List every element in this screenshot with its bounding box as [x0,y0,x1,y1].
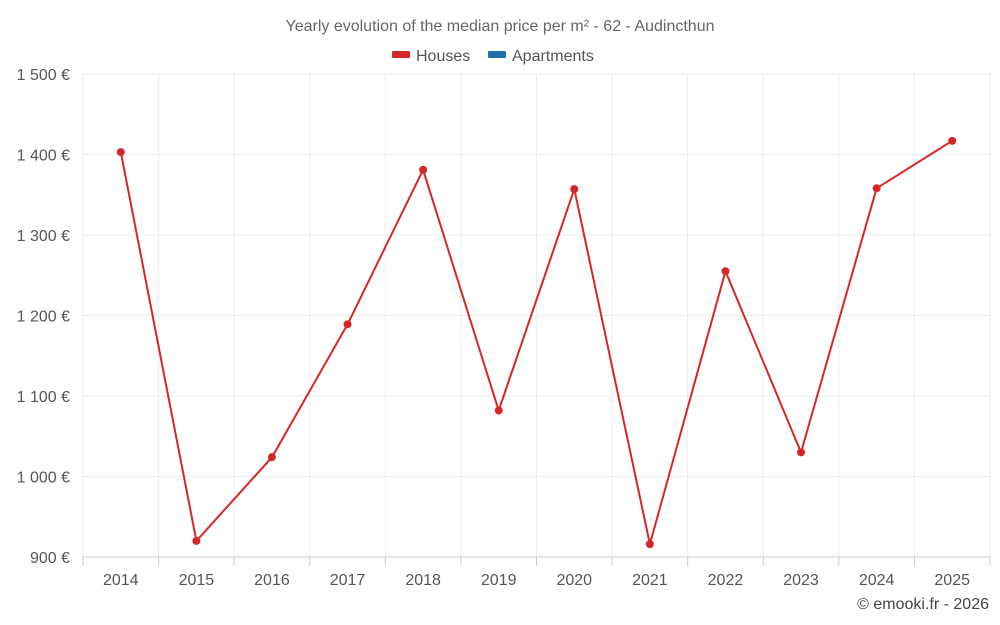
y-tick-label: 1 300 € [17,228,70,245]
data-point-houses-2016[interactable] [267,453,276,462]
x-tick-label: 2016 [254,572,290,589]
legend-item-apartments[interactable]: Apartments [488,48,594,65]
x-tick-label: 2019 [481,572,517,589]
series-line-houses [119,139,953,546]
x-tick-label: 2020 [556,572,592,589]
legend-item-houses[interactable]: Houses [392,48,470,65]
legend-swatch-houses [392,51,410,58]
x-tick-label: 2015 [179,572,215,589]
legend-label-houses: Houses [416,48,470,65]
data-point-houses-2022[interactable] [721,267,730,276]
data-point-houses-2020[interactable] [570,185,579,194]
x-tick-label: 2021 [632,572,668,589]
grid [82,73,991,557]
y-tick-label: 1 400 € [17,148,70,165]
x-tick-label: 2018 [405,572,441,589]
legend-label-apartments: Apartments [512,48,594,65]
legend-swatch-apartments [488,51,506,58]
x-tick-label: 2017 [330,572,366,589]
x-tick-label: 2023 [783,572,819,589]
data-point-houses-2015[interactable] [192,536,201,545]
data-point-houses-2018[interactable] [419,165,428,174]
y-tick-label: 900 € [30,550,70,567]
x-tick-label: 2014 [103,572,139,589]
axes: 900 € 1 000 € 1 100 € 1 200 € 1 300 € 1 400 €… [17,67,991,589]
x-tick-label: 2022 [708,572,744,589]
series-houses [116,136,957,549]
y-tick-label: 1 500 € [17,67,70,84]
chart-title: Yearly evolution of the median price per… [286,18,715,35]
x-tick-label: 2025 [934,572,970,589]
data-point-houses-2017[interactable] [343,320,352,329]
data-point-houses-2019[interactable] [494,406,503,415]
data-point-houses-2023[interactable] [797,448,806,457]
legend: Houses Apartments [392,48,594,65]
data-point-houses-2025[interactable] [948,136,957,145]
data-point-houses-2014[interactable] [116,148,125,157]
credit-text: © emooki.fr - 2026 [857,596,989,613]
x-tick-label: 2024 [859,572,895,589]
data-point-houses-2024[interactable] [872,184,881,193]
y-tick-label: 1 000 € [17,470,70,487]
data-point-houses-2021[interactable] [645,540,654,549]
y-tick-label: 1 200 € [17,309,70,326]
y-tick-label: 1 100 € [17,389,70,406]
